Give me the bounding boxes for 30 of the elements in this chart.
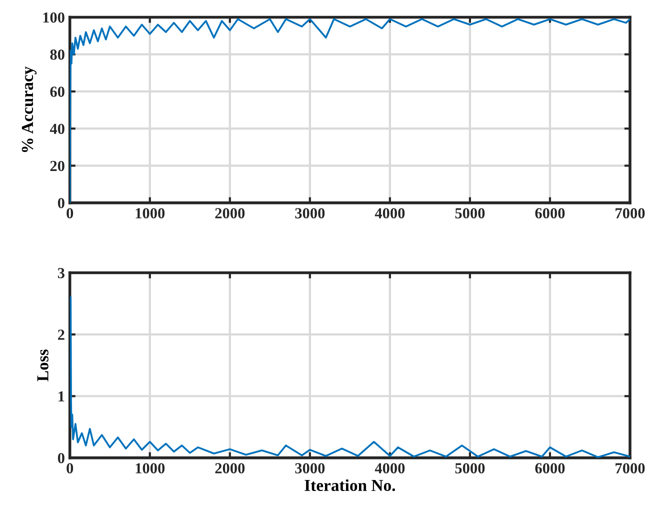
x-tick-label: 2000 xyxy=(215,463,245,474)
x-tick-label: 2000 xyxy=(215,208,245,218)
y-tick-label: 3 xyxy=(58,268,64,278)
y-tick-label: 0 xyxy=(58,452,64,464)
y-tick-label: 80 xyxy=(50,49,64,60)
x-tick-label: 3000 xyxy=(295,463,325,474)
y-axis-title: Loss xyxy=(37,349,48,382)
x-tick-label: 3000 xyxy=(295,208,325,218)
x-tick-label: 6000 xyxy=(535,463,565,474)
y-tick-label: 2 xyxy=(58,330,64,340)
y-axis-title: % Accuracy xyxy=(22,66,37,152)
x-tick-label: 4000 xyxy=(374,208,405,218)
y-tick-label: 0 xyxy=(58,198,64,208)
y-tick-label: 20 xyxy=(50,160,64,172)
x-tick-label: 7000 xyxy=(616,208,645,218)
y-tick-label: 1 xyxy=(58,391,64,402)
x-tick-label: 1000 xyxy=(136,208,165,218)
x-tick-label: 1000 xyxy=(136,463,165,474)
x-axis-title: Iteration No. xyxy=(304,479,396,492)
x-tick-label: 6000 xyxy=(535,208,565,218)
x-tick-label: 5000 xyxy=(455,463,485,474)
x-tick-label: 5000 xyxy=(455,208,485,218)
x-tick-label: 7000 xyxy=(616,463,645,474)
y-tick-label: 100 xyxy=(43,12,64,23)
y-tick-label: 60 xyxy=(50,86,64,97)
x-tick-label: 0 xyxy=(66,463,74,474)
x-tick-label: 0 xyxy=(66,208,74,218)
x-tick-label: 4000 xyxy=(374,463,405,474)
line-series xyxy=(70,18,630,203)
y-tick-label: 40 xyxy=(50,124,64,134)
